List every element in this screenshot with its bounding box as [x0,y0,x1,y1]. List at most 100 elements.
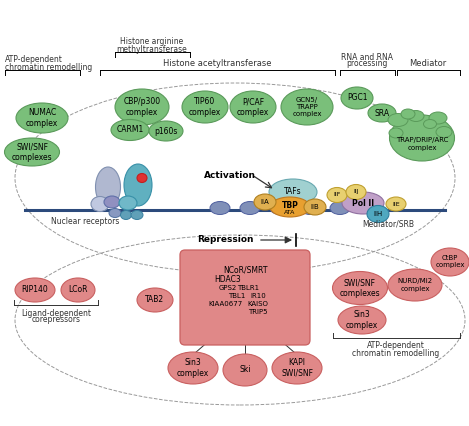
Ellipse shape [115,89,169,125]
Ellipse shape [388,269,442,301]
Ellipse shape [61,278,95,302]
Text: LCoR: LCoR [68,285,88,294]
Text: complex: complex [407,145,437,151]
Text: TBL1: TBL1 [228,293,246,299]
Ellipse shape [223,354,267,386]
Text: Mediator: Mediator [409,60,446,69]
Ellipse shape [346,184,366,199]
Ellipse shape [386,197,406,211]
Text: TIP60
complex: TIP60 complex [189,97,221,117]
Text: TAFs: TAFs [284,187,302,196]
Ellipse shape [429,112,447,124]
Text: IIF: IIF [333,193,340,198]
Text: SRA: SRA [374,109,390,118]
Text: CtBP
complex: CtBP complex [435,256,465,268]
Text: Sin3
complex: Sin3 complex [346,310,378,330]
Text: KIAA0677: KIAA0677 [208,301,242,307]
Text: HDAC3: HDAC3 [215,276,242,285]
Ellipse shape [388,113,408,127]
Ellipse shape [436,127,452,138]
Text: Mediator/SRB: Mediator/SRB [362,219,414,228]
Text: IIB: IIB [310,204,319,210]
Ellipse shape [367,205,389,222]
Text: NURD/Mi2
complex: NURD/Mi2 complex [397,279,432,291]
Text: NUMAC
complex: NUMAC complex [26,108,58,128]
Text: PGC1: PGC1 [347,93,367,103]
Text: GPS2: GPS2 [219,285,237,291]
Text: TBLR1: TBLR1 [237,285,259,291]
FancyBboxPatch shape [180,250,310,345]
Ellipse shape [342,192,384,214]
Text: chromatin remodelling: chromatin remodelling [352,348,439,357]
Ellipse shape [16,103,68,133]
Text: TBP: TBP [281,201,298,210]
Text: IR10: IR10 [250,293,266,299]
Text: Repression: Repression [197,236,253,245]
Ellipse shape [327,187,347,202]
Ellipse shape [300,201,320,215]
Ellipse shape [270,201,290,215]
Ellipse shape [119,196,137,210]
Ellipse shape [270,197,310,217]
Text: Histone acetyltransferase: Histone acetyltransferase [163,60,271,69]
Ellipse shape [131,210,143,219]
Text: methyltransferase: methyltransferase [117,44,188,54]
Text: SWI/SNF
complexes: SWI/SNF complexes [340,278,380,298]
Text: RNA and RNA: RNA and RNA [341,52,393,61]
Text: TAB2: TAB2 [145,296,165,305]
Text: processing: processing [346,60,388,69]
Ellipse shape [168,352,218,384]
Text: GCN5/
TRAPP
complex: GCN5/ TRAPP complex [292,97,322,117]
Text: Nuclear receptors: Nuclear receptors [51,218,119,227]
Ellipse shape [304,199,326,215]
Ellipse shape [338,306,386,334]
Text: IIE: IIE [392,201,400,207]
Ellipse shape [254,194,276,210]
Ellipse shape [15,278,55,302]
Ellipse shape [330,201,350,215]
Ellipse shape [124,164,152,206]
Ellipse shape [182,91,228,123]
Text: TRIP5: TRIP5 [248,309,268,315]
Ellipse shape [408,110,424,121]
Ellipse shape [111,120,149,141]
Ellipse shape [137,173,147,182]
Text: CARM1: CARM1 [116,126,144,135]
Ellipse shape [149,121,183,141]
Ellipse shape [104,196,120,208]
Text: Ligand-dependent: Ligand-dependent [21,308,91,317]
Ellipse shape [401,109,415,119]
Text: IIH: IIH [373,211,383,217]
Ellipse shape [109,208,121,218]
Ellipse shape [272,352,322,384]
Text: corepressors: corepressors [31,316,81,325]
Text: KAPI
SWI/SNF: KAPI SWI/SNF [281,358,313,378]
Text: NCoR/SMRT: NCoR/SMRT [223,265,267,274]
Ellipse shape [424,120,437,129]
Ellipse shape [240,201,260,215]
Ellipse shape [389,115,454,161]
Text: Ski: Ski [239,366,251,374]
Text: IIJ: IIJ [353,190,359,195]
Text: ATP-dependent: ATP-dependent [5,55,63,64]
Text: Pol II: Pol II [352,199,374,207]
Text: RIP140: RIP140 [22,285,48,294]
Text: IIA: IIA [261,199,269,205]
Text: chromatin remodelling: chromatin remodelling [5,63,92,72]
Ellipse shape [368,104,396,122]
Text: TRAP/DRIP/ARC: TRAP/DRIP/ARC [396,137,448,143]
Text: Sin3
complex: Sin3 complex [177,358,209,378]
Ellipse shape [333,271,387,305]
Ellipse shape [91,196,109,211]
Ellipse shape [5,138,60,166]
Ellipse shape [210,201,230,215]
Text: p160s: p160s [154,127,178,135]
Ellipse shape [341,87,373,109]
Text: ATA: ATA [284,210,295,215]
Text: P/CAF
complex: P/CAF complex [237,97,269,117]
Ellipse shape [96,167,121,207]
Ellipse shape [281,89,333,125]
Text: Histone arginine: Histone arginine [121,37,184,46]
Text: CBP/p300
complex: CBP/p300 complex [123,97,160,117]
Ellipse shape [431,248,469,276]
